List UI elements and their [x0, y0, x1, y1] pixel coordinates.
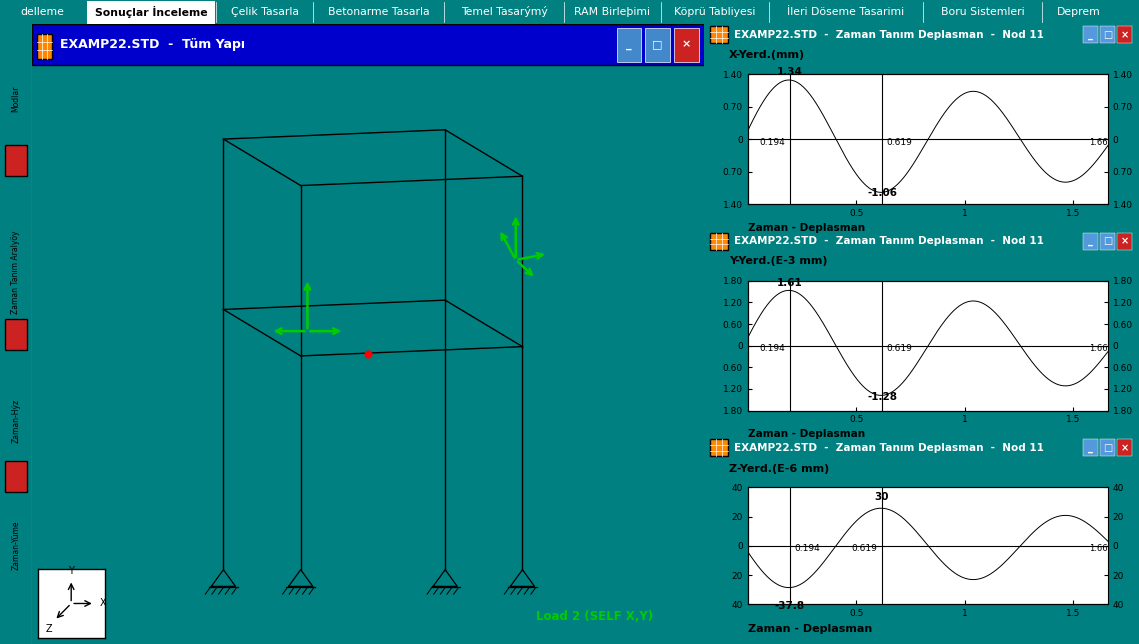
Text: delleme: delleme: [21, 6, 65, 17]
FancyBboxPatch shape: [711, 232, 728, 250]
Text: 1.66: 1.66: [1089, 345, 1108, 354]
Text: Z-Yerd.(E-6 mm): Z-Yerd.(E-6 mm): [729, 464, 829, 474]
Text: Zaman - Deplasman: Zaman - Deplasman: [747, 223, 865, 232]
Text: EXAMP22.STD  -  Zaman Tanım Deplasman  -  Nod 11: EXAMP22.STD - Zaman Tanım Deplasman - No…: [735, 236, 1044, 246]
Text: Zaman-Hýz: Zaman-Hýz: [11, 399, 21, 443]
FancyBboxPatch shape: [5, 319, 27, 350]
Text: ×: ×: [1121, 236, 1129, 246]
Text: 1.66: 1.66: [1089, 544, 1108, 553]
Text: 30: 30: [875, 492, 890, 502]
FancyBboxPatch shape: [1083, 232, 1098, 250]
FancyBboxPatch shape: [1083, 439, 1098, 457]
Text: Z: Z: [46, 624, 52, 634]
Text: _: _: [1088, 236, 1092, 246]
FancyBboxPatch shape: [5, 461, 27, 492]
Text: RAM Birleþimi: RAM Birleþimi: [574, 6, 650, 17]
Text: -37.8: -37.8: [775, 601, 805, 611]
Text: Köprü Tabliyesi: Köprü Tabliyesi: [674, 6, 755, 17]
Text: _: _: [625, 40, 631, 50]
Text: İleri Döseme Tasarimi: İleri Döseme Tasarimi: [787, 6, 904, 17]
FancyBboxPatch shape: [1100, 439, 1115, 457]
Text: ×: ×: [1121, 443, 1129, 453]
Text: 0.194: 0.194: [760, 138, 786, 147]
FancyBboxPatch shape: [1117, 232, 1132, 250]
FancyBboxPatch shape: [616, 28, 641, 62]
Text: □: □: [653, 40, 663, 50]
FancyBboxPatch shape: [565, 1, 659, 24]
Text: Zaman-Yüme: Zaman-Yüme: [11, 520, 21, 570]
FancyBboxPatch shape: [218, 1, 312, 24]
Text: Y: Y: [68, 566, 74, 576]
Text: Zaman - Deplasman: Zaman - Deplasman: [747, 429, 865, 439]
Text: 1.66: 1.66: [1089, 138, 1108, 147]
Text: 0.619: 0.619: [886, 345, 912, 354]
Text: 0.619: 0.619: [852, 544, 878, 553]
FancyBboxPatch shape: [924, 1, 1041, 24]
Text: Y-Yerd.(E-3 mm): Y-Yerd.(E-3 mm): [729, 256, 827, 266]
FancyBboxPatch shape: [38, 33, 52, 59]
Text: EXAMP22.STD  -  Zaman Tanım Deplasman  -  Nod 11: EXAMP22.STD - Zaman Tanım Deplasman - No…: [735, 443, 1044, 453]
Text: 1.34: 1.34: [777, 67, 803, 77]
Text: Çelik Tasarla: Çelik Tasarla: [231, 6, 298, 17]
Text: 0.619: 0.619: [886, 138, 912, 147]
Text: □: □: [1103, 236, 1112, 246]
Text: Zaman Tanım Aralyöy: Zaman Tanım Aralyöy: [11, 231, 21, 314]
FancyBboxPatch shape: [5, 146, 27, 176]
Text: 0.194: 0.194: [794, 544, 820, 553]
FancyBboxPatch shape: [87, 1, 215, 24]
FancyBboxPatch shape: [32, 24, 704, 65]
FancyBboxPatch shape: [674, 28, 699, 62]
FancyBboxPatch shape: [1117, 26, 1132, 43]
Text: □: □: [1103, 30, 1112, 40]
Text: Load 2 (SELF X,Y): Load 2 (SELF X,Y): [535, 610, 653, 623]
Text: Deprem: Deprem: [1057, 6, 1101, 17]
Text: EXAMP22.STD  -  Zaman Tanım Deplasman  -  Nod 11: EXAMP22.STD - Zaman Tanım Deplasman - No…: [735, 30, 1044, 40]
Text: 1.61: 1.61: [777, 278, 803, 288]
FancyBboxPatch shape: [711, 26, 728, 43]
Text: _: _: [1088, 30, 1092, 40]
Text: Betonarme Tasarla: Betonarme Tasarla: [328, 6, 429, 17]
FancyBboxPatch shape: [445, 1, 563, 24]
FancyBboxPatch shape: [1100, 232, 1115, 250]
FancyBboxPatch shape: [711, 439, 728, 457]
Text: _: _: [1088, 443, 1092, 453]
Text: 0.194: 0.194: [760, 345, 786, 354]
Text: -1.06: -1.06: [867, 188, 898, 198]
Text: X: X: [100, 598, 106, 609]
FancyBboxPatch shape: [314, 1, 443, 24]
Text: -1.28: -1.28: [867, 392, 898, 402]
FancyBboxPatch shape: [1117, 439, 1132, 457]
FancyBboxPatch shape: [770, 1, 921, 24]
Text: Modlar: Modlar: [11, 86, 21, 112]
Text: Sonuçlar İnceleme: Sonuçlar İnceleme: [95, 6, 207, 18]
Text: Boru Sistemleri: Boru Sistemleri: [941, 6, 1024, 17]
Text: ×: ×: [682, 40, 691, 50]
Text: □: □: [1103, 443, 1112, 453]
Text: X-Yerd.(mm): X-Yerd.(mm): [729, 50, 805, 60]
FancyBboxPatch shape: [1, 1, 84, 24]
FancyBboxPatch shape: [1083, 26, 1098, 43]
Text: Zaman - Deplasman: Zaman - Deplasman: [747, 624, 872, 634]
Text: ×: ×: [1121, 30, 1129, 40]
Text: EXAMP22.STD  -  Tüm Yapı: EXAMP22.STD - Tüm Yapı: [60, 38, 245, 51]
FancyBboxPatch shape: [646, 28, 670, 62]
Text: Temel Tasarýmý: Temel Tasarýmý: [460, 6, 548, 17]
FancyBboxPatch shape: [1043, 1, 1115, 24]
FancyBboxPatch shape: [662, 1, 768, 24]
FancyBboxPatch shape: [1100, 26, 1115, 43]
